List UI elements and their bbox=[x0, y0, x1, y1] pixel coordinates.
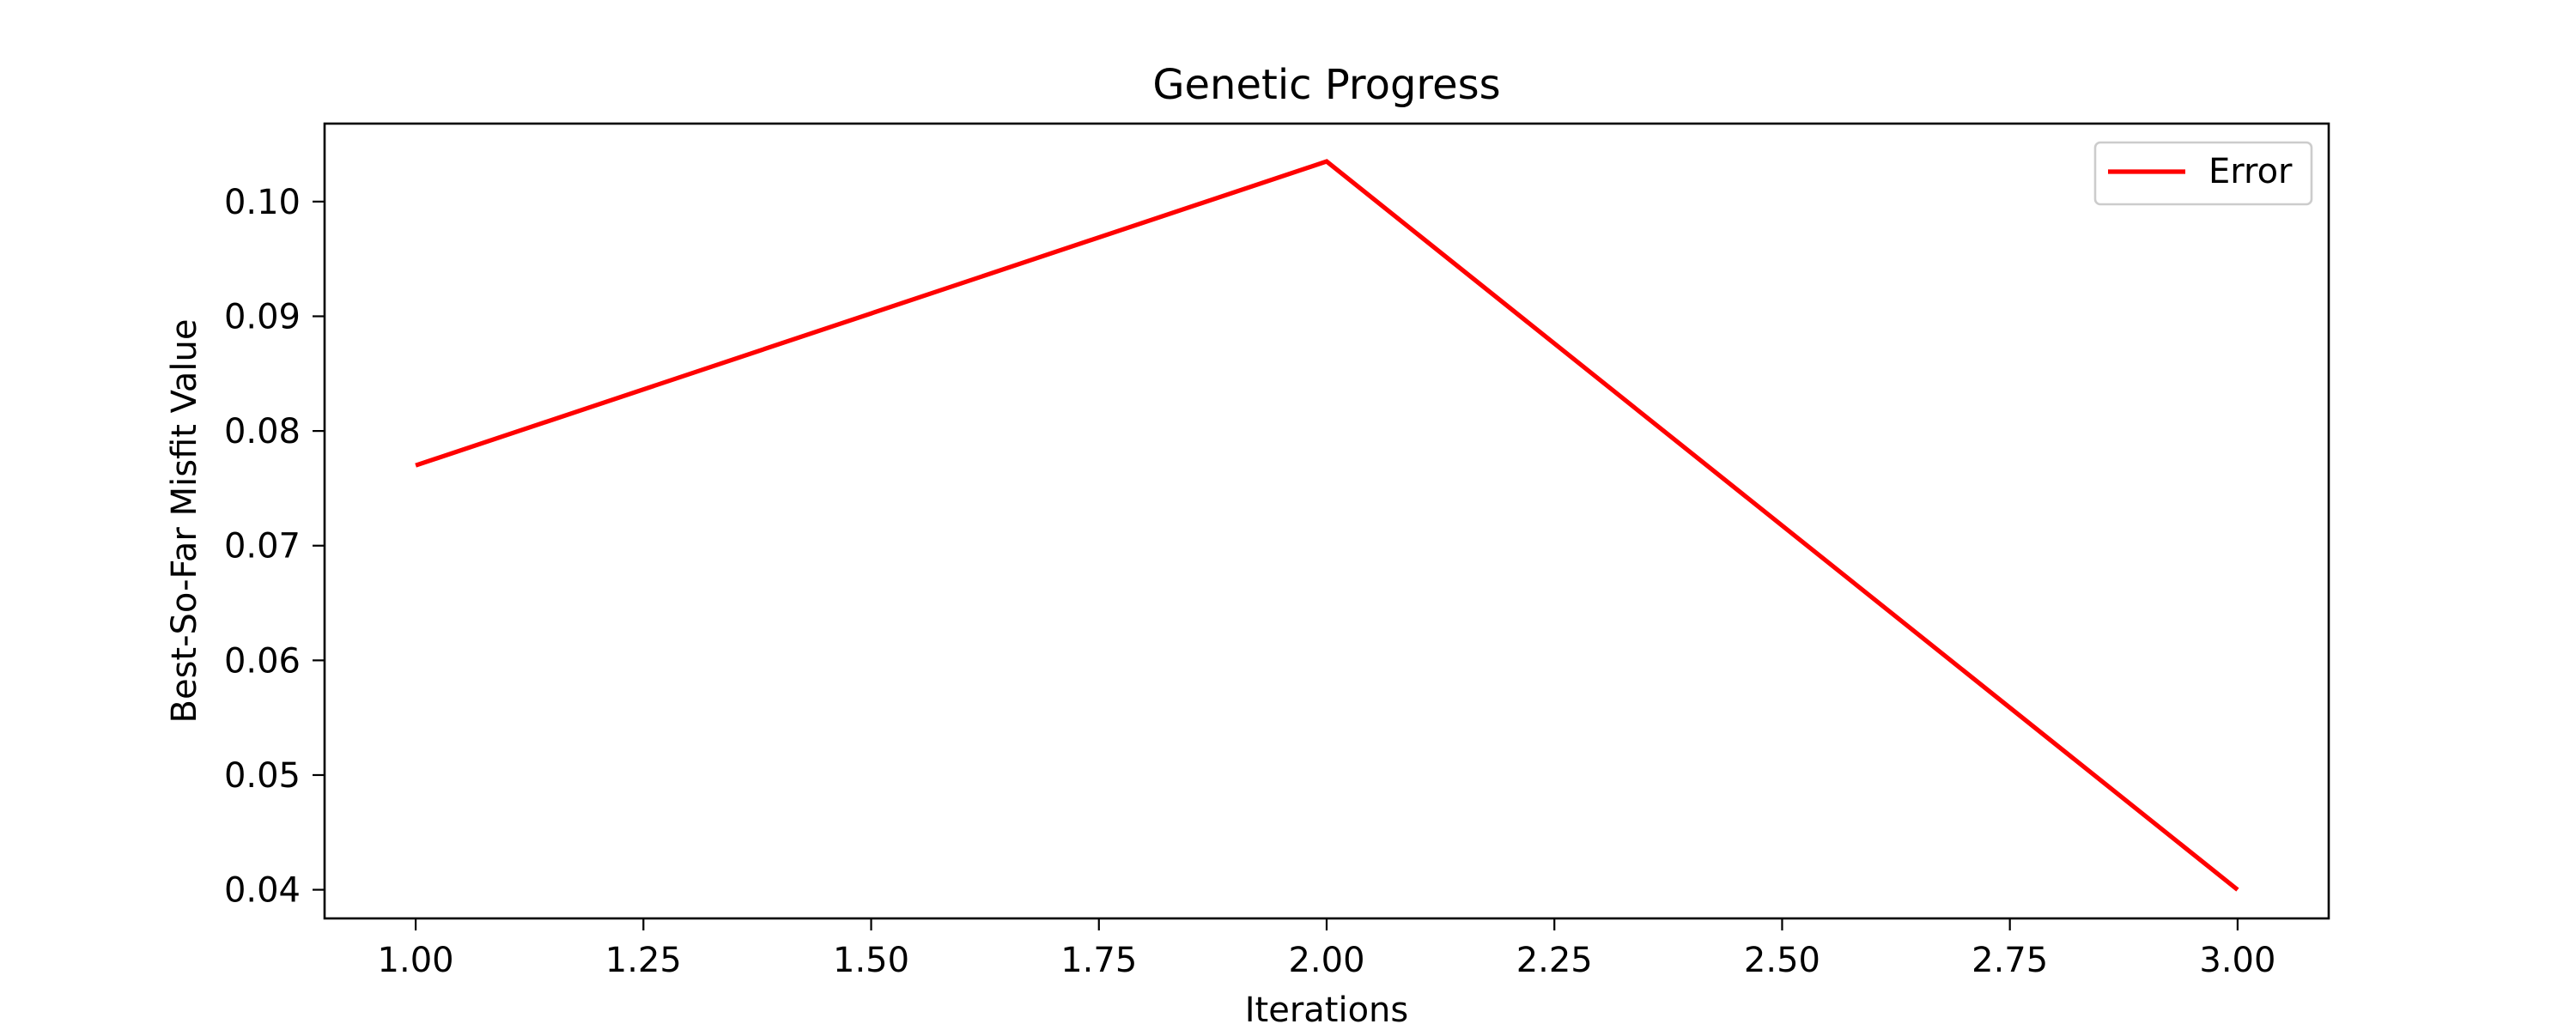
series-line-error bbox=[415, 159, 2239, 892]
x-tick-label: 3.00 bbox=[2199, 941, 2275, 980]
series-layer bbox=[415, 159, 2239, 892]
x-tick-label: 1.50 bbox=[833, 941, 909, 980]
x-tick-label: 2.75 bbox=[1971, 941, 2048, 980]
x-tick-label: 2.25 bbox=[1516, 941, 1593, 980]
y-tick-label: 0.09 bbox=[224, 297, 301, 336]
legend-box bbox=[2093, 141, 2313, 206]
x-axis-title: Iterations bbox=[1245, 991, 1409, 1030]
x-tick-label: 1.00 bbox=[378, 941, 454, 980]
x-tick-label: 2.00 bbox=[1288, 941, 1364, 980]
x-tick-label: 1.75 bbox=[1060, 941, 1137, 980]
y-tick-label: 0.07 bbox=[224, 527, 301, 566]
x-axis-ticks: 1.00 1.25 1.50 1.75 2.00 2.25 2.50 2.75 3.00 bbox=[378, 918, 2275, 980]
y-tick-label: 0.04 bbox=[224, 871, 301, 911]
x-tick-label: 1.25 bbox=[605, 941, 682, 980]
legend-label-error: Error bbox=[2208, 152, 2293, 191]
y-tick-label: 0.08 bbox=[224, 412, 301, 451]
y-axis-title: Best-So-Far Misfit Value bbox=[165, 319, 204, 724]
y-tick-label: 0.05 bbox=[224, 756, 301, 796]
chart-title: Genetic Progress bbox=[1152, 61, 1500, 109]
legend: Error bbox=[2093, 141, 2313, 206]
plot-area-frame bbox=[323, 122, 2330, 920]
y-tick-label: 0.10 bbox=[224, 183, 301, 222]
x-tick-label: 2.50 bbox=[1744, 941, 1820, 980]
y-axis-ticks: 0.04 0.05 0.06 0.07 0.08 0.09 0.10 bbox=[224, 183, 325, 911]
y-tick-label: 0.06 bbox=[224, 641, 301, 681]
